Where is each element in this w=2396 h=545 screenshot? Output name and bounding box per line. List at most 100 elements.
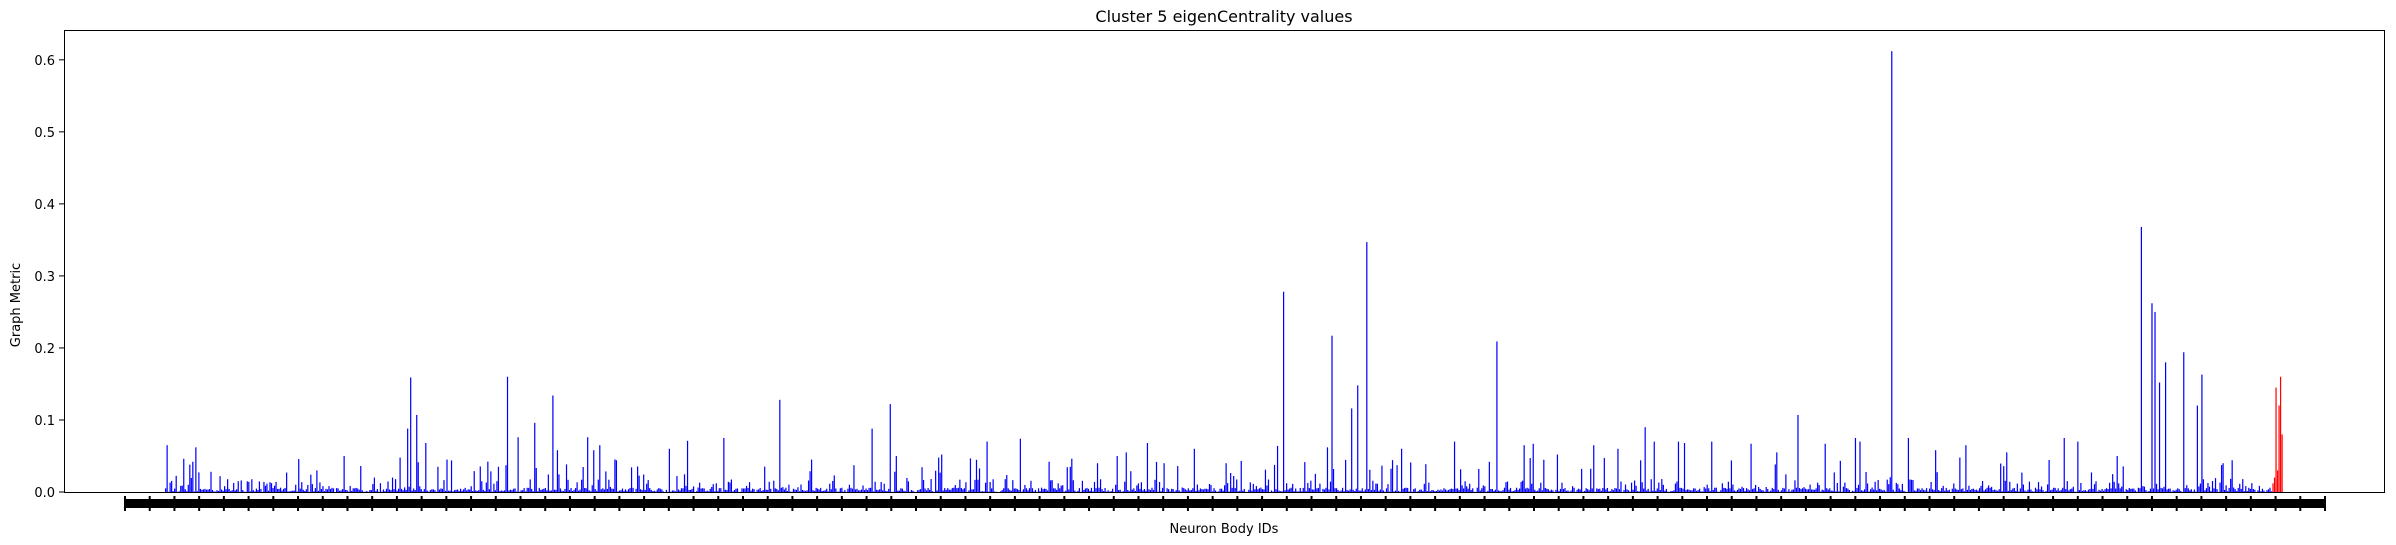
bar [1239,490,1241,492]
bar [279,487,282,492]
bar [1543,459,1545,492]
bar [712,484,714,492]
bar [1479,490,1481,492]
bar [1924,490,1926,492]
bar [248,481,250,492]
bar [2030,489,2032,492]
bar [1892,489,1894,492]
bar [1866,483,1869,492]
bar [820,487,822,492]
bar [1007,488,1009,492]
bar [2051,489,2053,492]
bar [381,491,383,493]
bar [228,488,230,492]
bar [193,491,195,493]
bar [186,491,188,492]
bar [1785,474,1787,492]
bar [708,491,710,492]
bar [348,491,350,493]
bar [1472,488,1474,492]
bar [2040,486,2043,492]
bar [1729,488,1731,492]
bar [1319,483,1321,492]
bar [1326,447,1329,492]
bar [446,459,448,492]
bar [1219,488,1221,492]
bar [1397,490,1400,492]
bar [2069,489,2071,492]
bar [1373,489,1375,492]
bar [509,489,512,492]
bar [1809,484,1811,492]
bar [804,490,807,492]
bar [606,488,608,492]
bar [2102,490,2105,492]
bar [643,474,645,492]
bar [342,489,344,492]
bar [2205,488,2208,492]
bar [1207,489,1209,492]
bar [1302,487,1304,492]
bar [1998,489,2000,492]
bar [735,488,737,492]
bar [180,485,182,492]
bar [1587,489,1589,492]
bar [1515,487,1518,492]
bar [1562,489,1565,492]
bar [591,485,593,492]
bar [1286,483,1288,492]
bar [1529,458,1531,492]
bar [1762,490,1764,492]
bar [2260,491,2262,492]
bar [1101,489,1103,492]
bar [1694,488,1696,492]
bar [1045,488,1047,492]
bar [1671,491,1674,492]
bar [1388,491,1391,493]
bar [770,488,772,492]
bar [1004,479,1006,492]
bar [1526,487,1528,492]
bar [688,489,690,492]
bar [2036,489,2038,492]
bar [1795,487,1798,492]
bar [2018,491,2020,493]
bar [685,485,687,492]
bar [815,487,817,492]
bar [916,490,919,492]
bar [611,488,613,492]
bar [1093,481,1096,492]
bar [2059,490,2061,492]
bar [1183,488,1185,492]
bar [2258,485,2260,492]
bar [1918,488,1920,492]
bar [928,489,931,492]
bar [500,490,503,492]
bar [1494,489,1497,492]
bar [2237,488,2239,492]
bar [269,482,271,492]
bar [329,488,332,492]
bar [1295,488,1297,492]
bar [691,488,693,492]
bar [953,487,955,492]
bar [426,490,428,492]
bar [2172,490,2174,492]
bar [493,483,495,492]
bar [972,489,975,492]
bar [1859,441,1861,492]
bar [1287,489,1289,492]
bar [296,491,298,493]
bar [420,489,422,492]
bar [1567,490,1569,492]
bar [1750,443,1752,492]
bar [1063,491,1065,493]
bar [517,437,519,492]
bar [1152,489,1155,492]
bar [1331,335,1333,492]
bar [272,487,274,492]
bar [1426,491,1428,492]
bar [1550,489,1552,492]
bar [1028,488,1031,492]
bar [1568,491,1571,493]
